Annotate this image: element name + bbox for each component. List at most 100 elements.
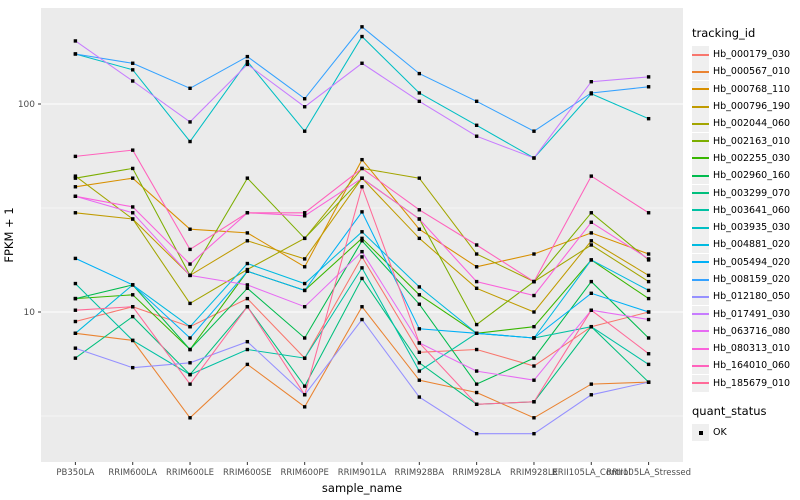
data-point [589,308,593,312]
legend-key-box [692,80,709,98]
legend-key-box [692,46,709,64]
data-point [532,252,536,256]
legend: tracking_id Hb_000179_030 Hb_000567_010 Hb… [692,26,798,442]
data-point [188,86,192,90]
data-point [417,208,422,212]
legend-item: Hb_003641_060 [692,201,798,219]
legend-key-line [692,122,709,125]
data-point [73,331,78,335]
data-point [302,288,307,293]
data-point [646,296,651,301]
legend-key-box [692,184,709,202]
data-point [532,378,536,382]
data-point [302,384,307,388]
data-point [131,205,135,209]
data-point [302,336,307,340]
data-point [417,341,422,345]
legend-key-box [692,253,709,271]
data-point [417,361,422,365]
data-point [532,356,536,360]
data-point [532,416,536,420]
legend-item-label: Hb_000768_110 [713,83,791,95]
data-point [532,400,536,404]
data-point [474,431,479,436]
legend-item: Hb_012180_050 [692,288,798,306]
data-point [589,382,593,386]
data-point [188,416,192,420]
x-tick-label: RRIM901LA [338,468,387,478]
x-tick-label: RRIM600SE [223,468,272,478]
x-tick-label: RRII105LA_Stressed [606,468,691,478]
ok-square-marker [698,430,703,435]
data-point [131,305,135,309]
legend-item: Hb_063716_080 [692,322,798,340]
legend-key-line [692,226,709,229]
data-point [245,211,250,215]
data-point [417,91,422,95]
legend-item-label: Hb_000179_030 [713,49,791,61]
data-point [646,85,651,89]
data-point [73,281,78,286]
data-point [532,364,536,368]
legend-key-box [692,115,709,133]
data-point [360,25,364,29]
data-point [302,265,307,269]
legend-item-label: Hb_002163_010 [713,135,791,147]
data-point [131,61,135,65]
data-point [73,39,78,43]
legend-item-quant-ok: OK [692,424,798,442]
data-point [245,267,250,272]
data-point [302,281,307,286]
data-point [417,302,422,306]
data-point [131,217,135,221]
data-point [360,61,364,65]
data-point [474,134,479,138]
legend-item-label: Hb_080313_010 [713,343,791,355]
data-point [417,293,422,297]
legend-item-label: Hb_005494_020 [713,256,791,268]
legend-item: Hb_000796_190 [692,98,798,116]
data-point [245,62,250,67]
data-point [589,211,593,215]
legend-key-line [692,243,709,246]
legend-key-line [692,382,709,385]
data-point [474,369,479,373]
data-point [302,257,307,261]
data-point [302,129,307,133]
legend-key-line [692,105,709,108]
data-point [188,324,192,329]
legend-item: Hb_002960_160 [692,167,798,185]
legend-item-label: Hb_164010_060 [713,360,791,372]
data-point [73,174,78,178]
data-point [188,273,192,278]
data-point [646,75,651,79]
data-point [360,210,364,214]
legend-key-box [692,149,709,167]
legend-item-label: Hb_008159_020 [713,274,791,285]
legend-key-line [692,70,709,73]
data-point [646,288,651,293]
data-point [245,347,250,352]
legend-key-box [692,167,709,185]
legend-item: Hb_003935_030 [692,219,798,237]
data-point [131,68,135,72]
data-point [360,176,364,180]
legend-key-box [692,132,709,150]
legend-key-box [692,322,709,340]
data-point [360,236,364,241]
data-point [589,291,593,295]
tracking-id-legend-items: Hb_000179_030 Hb_000567_010 Hb_000768_110 H… [692,46,798,392]
data-point [188,227,192,231]
data-point [589,80,593,84]
data-point [417,378,422,382]
data-point [73,52,78,56]
data-point [417,327,422,331]
data-point [474,99,479,104]
legend-item: Hb_164010_060 [692,357,798,375]
data-point [131,148,135,152]
data-point [245,305,250,309]
y-axis-title: FPKM + 1 [2,207,16,263]
legend-key-line [692,278,709,281]
data-point [73,194,78,198]
